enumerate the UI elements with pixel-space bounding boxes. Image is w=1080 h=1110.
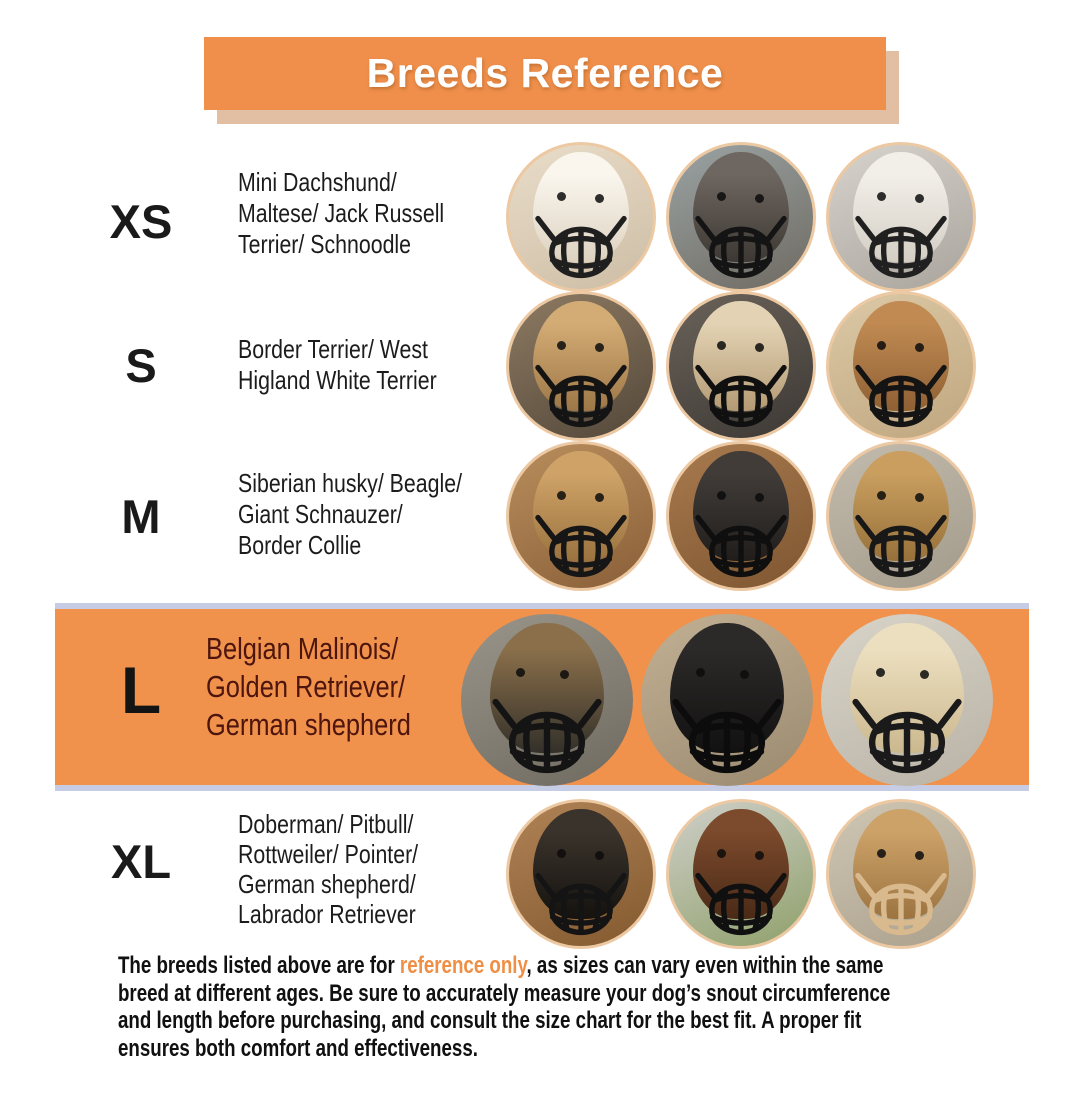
page-title: Breeds Reference	[366, 50, 724, 96]
footer-text: ensures both comfort and effectiveness.	[118, 1034, 478, 1062]
size-label-l: L	[120, 653, 162, 727]
size-label-s: S	[125, 339, 157, 392]
dog-photo	[506, 142, 656, 292]
footer-note: The breeds listed above are for referenc…	[118, 952, 1080, 1062]
footer-text: and length before purchasing, and consul…	[118, 1007, 862, 1034]
breeds-line: Doberman/ Pitbull/	[238, 809, 414, 839]
footer-text: The breeds listed above are for	[118, 952, 400, 979]
muzzle-icon	[695, 868, 787, 940]
size-label-xl: XL	[110, 835, 172, 888]
breeds-line: Maltese/ Jack Russell	[238, 198, 445, 228]
breeds-line: Giant Schnauzer/	[238, 499, 403, 529]
dog-photo	[506, 441, 656, 591]
breeds-text-xl: Doberman/ Pitbull/ Rottweiler/ Pointer/ …	[238, 809, 458, 929]
dog-photo	[666, 441, 816, 591]
dog-photo	[506, 799, 656, 949]
photo-row-xs	[506, 142, 976, 292]
muzzle-icon	[855, 211, 947, 283]
photo-row-s	[506, 291, 976, 441]
muzzle-icon	[855, 510, 947, 582]
breeds-line: Higland White Terrier	[238, 365, 437, 395]
muzzle-icon	[852, 693, 962, 779]
dog-photo	[826, 799, 976, 949]
breeds-line: Belgian Malinois/	[206, 631, 399, 666]
breeds-line: Border Collie	[238, 530, 362, 560]
muzzle-icon	[855, 868, 947, 940]
footer-accent-text: reference only	[399, 952, 527, 979]
breeds-line: German shepherd	[206, 707, 411, 742]
dog-photo	[826, 142, 976, 292]
muzzle-icon	[695, 211, 787, 283]
photo-row-m	[506, 441, 976, 591]
muzzle-icon	[492, 693, 602, 779]
muzzle-icon	[695, 510, 787, 582]
muzzle-icon	[535, 211, 627, 283]
photo-row-l	[461, 614, 993, 786]
breeds-text-xs: Mini Dachshund/ Maltese/ Jack Russell Te…	[238, 167, 489, 260]
muzzle-icon	[535, 868, 627, 940]
muzzle-icon	[672, 693, 782, 779]
header-banner: Breeds Reference	[204, 37, 886, 110]
muzzle-icon	[695, 360, 787, 432]
breeds-line: Terrier/ Schnoodle	[238, 229, 412, 259]
breeds-line: Golden Retriever/	[206, 669, 406, 704]
dog-photo	[666, 291, 816, 441]
breeds-text-s: Border Terrier/ West Higland White Terri…	[238, 334, 480, 396]
breeds-text-m: Siberian husky/ Beagle/ Giant Schnauzer/…	[238, 468, 511, 561]
dog-photo	[821, 614, 993, 786]
muzzle-icon	[535, 360, 627, 432]
dog-photo	[461, 614, 633, 786]
breeds-line: Mini Dachshund/	[238, 167, 397, 197]
breeds-line: Border Terrier/ West	[238, 334, 428, 364]
footer-text: breed at different ages. Be sure to accu…	[118, 979, 891, 1007]
dog-photo	[641, 614, 813, 786]
muzzle-icon	[855, 360, 947, 432]
breeds-text-l: Belgian Malinois/ Golden Retriever/ Germ…	[206, 630, 456, 744]
muzzle-icon	[535, 510, 627, 582]
dog-photo	[506, 291, 656, 441]
breeds-line: Rottweiler/ Pointer/	[238, 839, 419, 869]
breeds-line: German shepherd/	[238, 869, 416, 899]
footer-text: , as sizes can vary even within the same	[526, 952, 884, 979]
dog-photo	[666, 142, 816, 292]
dog-photo	[666, 799, 816, 949]
dog-photo	[826, 291, 976, 441]
size-label-xs: XS	[109, 195, 173, 248]
photo-row-xl	[506, 799, 976, 949]
breeds-line: Labrador Retriever	[238, 899, 416, 929]
breeds-line: Siberian husky/ Beagle/	[238, 468, 463, 498]
size-label-m: M	[121, 490, 161, 543]
dog-photo	[826, 441, 976, 591]
